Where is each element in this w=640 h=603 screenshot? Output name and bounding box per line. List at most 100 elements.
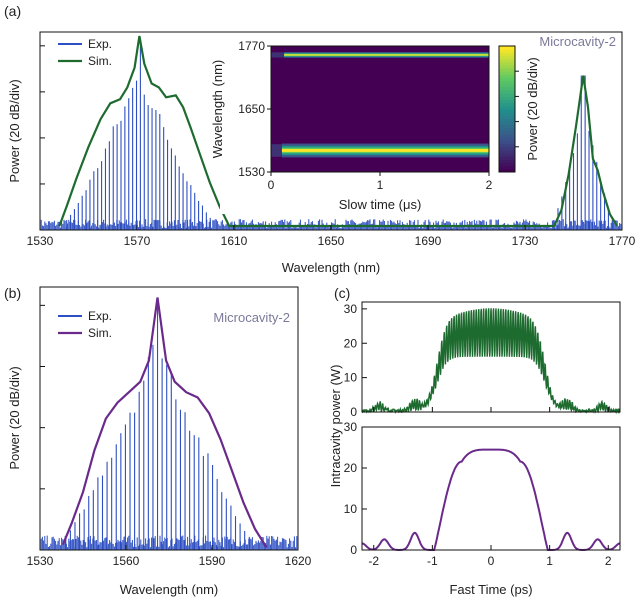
panel-b-exp-spectrum	[39, 300, 299, 550]
inset-heatmap	[271, 46, 489, 172]
panel-a-label: (a)	[4, 3, 21, 19]
colorbar-cell	[499, 71, 515, 75]
inset-ytick-label: 1530	[238, 165, 265, 179]
inset-xtick-label: 2	[486, 178, 493, 192]
a-xtick-label: 1650	[318, 234, 345, 248]
colorbar-cell	[499, 105, 515, 110]
colorbar-cell	[499, 86, 515, 91]
heatmap-band-1	[284, 54, 489, 56]
panel-b-label: (b)	[4, 285, 21, 301]
panel-b-sim-line	[61, 297, 268, 548]
colorbar-cell	[499, 77, 515, 82]
panel-b-legend: Exp. Sim.	[58, 309, 112, 340]
c-bottom-ytick-label: 0	[350, 543, 357, 557]
panel-a-sim-line	[58, 35, 619, 228]
panel-b-xlabel: Wavelength (nm)	[120, 582, 219, 597]
c-bottom-xtick-label: -1	[427, 554, 438, 568]
panel-c-top-ticks: 0 10 20 30	[344, 302, 609, 419]
panel-b-ticks: 1530 1560 1590 1620	[27, 304, 312, 568]
colorbar-cell	[499, 162, 515, 167]
colorbar-cell	[499, 121, 515, 126]
a-xtick-label: 1570	[124, 234, 151, 248]
panel-c: (c) 0 10 20 30 0 10 20 30 -2 -1 0 1 2 Fast Time (ps…	[328, 285, 621, 597]
panel-b-axes-frame	[39, 286, 299, 551]
colorbar-cell	[499, 156, 515, 160]
panel-b-note: Microcavity-2	[213, 310, 290, 325]
colorbar-cell	[499, 112, 515, 116]
panel-a-legend: Exp. Sim.	[58, 37, 112, 68]
colorbar-cell	[499, 149, 515, 154]
inset-xlabel: Slow time (μs)	[339, 197, 422, 212]
panel-a-xlabel: Wavelength (nm)	[282, 260, 381, 275]
panel-c-xlabel: Fast Time (ps)	[449, 582, 532, 597]
colorbar-cell	[499, 58, 515, 63]
a-xtick-label: 1530	[27, 234, 54, 248]
panel-a-inset: 0 1 2 1530 1650 1770 Slow time (μs) Wavelengt…	[210, 36, 540, 214]
inset-ytick-label: 1770	[238, 39, 265, 53]
legend-a-sim-label: Sim.	[88, 54, 112, 68]
panel-c-bottom-ticks: 0 10 20 30 -2 -1 0 1 2	[344, 420, 612, 568]
colorbar-cell	[499, 96, 515, 101]
colorbar-label: Power (20 dB/div)	[525, 57, 540, 160]
a-xtick-label: 1610	[221, 234, 248, 248]
colorbar-cell	[499, 137, 515, 141]
c-bottom-ytick-label: 20	[344, 461, 358, 475]
colorbar-cell	[499, 165, 515, 170]
c-top-ytick-label: 20	[344, 336, 358, 350]
colorbar-cell	[499, 109, 515, 113]
colorbar-cell	[499, 146, 515, 151]
b-xtick-label: 1530	[27, 554, 54, 568]
colorbar-cell	[499, 134, 515, 138]
panel-c-top-line	[361, 308, 621, 415]
c-bottom-ytick-label: 10	[344, 502, 358, 516]
colorbar-cell	[499, 140, 515, 145]
inset-ticks: 0 1 2 1530 1650 1770	[238, 39, 492, 192]
colorbar-cell	[499, 90, 515, 94]
panel-c-label: (c)	[334, 285, 350, 301]
panel-c-bottom-frame	[361, 426, 621, 551]
panel-a-note: Microcavity-2	[539, 34, 616, 49]
colorbar-cell	[499, 118, 515, 123]
a-xtick-label: 1730	[512, 234, 539, 248]
colorbar-cell	[499, 46, 515, 50]
legend-b-exp-label: Exp.	[88, 309, 112, 323]
inset-xtick-label: 1	[377, 178, 384, 192]
colorbar-cell	[499, 74, 515, 78]
panel-b: (b) 1530 1560 1590 1620 Wavelength (nm) Pow…	[4, 285, 312, 597]
c-bottom-xtick-label: 1	[546, 554, 553, 568]
c-bottom-xtick-label: 0	[488, 554, 495, 568]
colorbar-cell	[499, 153, 515, 157]
colorbar-cell	[499, 61, 515, 66]
c-bottom-ytick-label: 30	[344, 420, 358, 434]
panel-a: (a) 1530 1570 1610 1650 1690 1730 1770 Wavelen…	[4, 3, 636, 275]
panel-c-ylabel: Intracavity power (W)	[328, 365, 343, 488]
colorbar-cell	[499, 99, 515, 104]
colorbar-cell	[499, 93, 515, 97]
colorbar-cell	[499, 55, 515, 60]
colorbar-cell	[499, 102, 515, 107]
b-xtick-label: 1590	[199, 554, 226, 568]
inset-colorbar	[499, 46, 519, 173]
a-xtick-label: 1770	[609, 234, 636, 248]
c-bottom-xtick-label: 2	[605, 554, 612, 568]
c-top-ytick-label: 0	[350, 405, 357, 419]
inset-ylabel: Wavelength (nm)	[210, 60, 225, 159]
inset-ytick-label: 1650	[238, 102, 265, 116]
colorbar-cell	[499, 68, 515, 72]
c-top-ytick-label: 30	[344, 302, 358, 316]
colorbar-cell	[499, 124, 515, 129]
colorbar-frame	[498, 45, 516, 173]
legend-a-exp-label: Exp.	[88, 37, 112, 51]
c-top-ytick-label: 10	[344, 371, 358, 385]
b-xtick-label: 1620	[285, 554, 312, 568]
a-xtick-label: 1690	[415, 234, 442, 248]
colorbar-cell	[499, 49, 515, 53]
colorbar-cell	[499, 127, 515, 132]
inset-xtick-label: 0	[268, 178, 275, 192]
panel-a-ylabel: Power (20 dB/div)	[7, 79, 22, 182]
panel-a-ticks: 1530 1570 1610 1650 1690 1730 1770	[27, 45, 636, 248]
colorbar-cell	[499, 168, 515, 173]
heatmap-band-0	[281, 149, 489, 152]
heatmap-transient-0	[271, 144, 282, 157]
